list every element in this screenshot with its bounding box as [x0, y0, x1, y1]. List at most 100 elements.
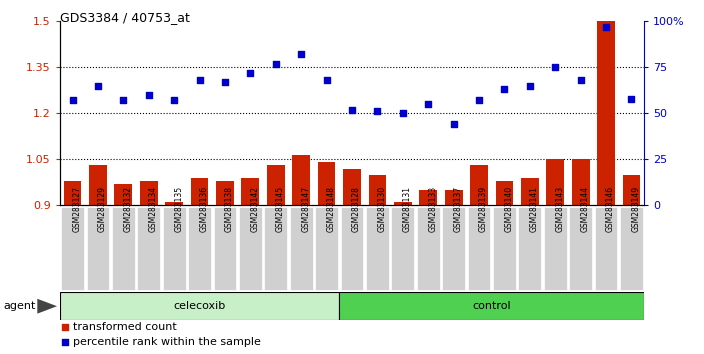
- Point: [92, 83, 103, 88]
- FancyBboxPatch shape: [188, 207, 211, 290]
- Text: control: control: [472, 301, 511, 311]
- Text: GSM283146: GSM283146: [606, 186, 615, 232]
- FancyBboxPatch shape: [315, 207, 338, 290]
- Point: [473, 98, 484, 103]
- Point: [524, 83, 536, 88]
- Text: GSM283141: GSM283141: [530, 186, 539, 232]
- Bar: [318, 162, 336, 205]
- Text: GSM283131: GSM283131: [403, 186, 412, 232]
- Point: [321, 77, 332, 83]
- Text: GSM283136: GSM283136: [199, 186, 208, 232]
- Text: transformed count: transformed count: [73, 321, 177, 332]
- Bar: [394, 202, 412, 205]
- Text: GSM283133: GSM283133: [428, 186, 437, 232]
- Text: GSM283143: GSM283143: [555, 186, 564, 232]
- Bar: [241, 178, 259, 205]
- Bar: [597, 21, 615, 205]
- Point: [59, 324, 70, 329]
- Point: [59, 340, 70, 346]
- Point: [194, 77, 205, 83]
- FancyBboxPatch shape: [112, 207, 134, 290]
- Bar: [216, 181, 234, 205]
- Text: GSM283140: GSM283140: [505, 186, 513, 232]
- Bar: [191, 178, 208, 205]
- Text: GSM283144: GSM283144: [581, 186, 590, 232]
- FancyBboxPatch shape: [518, 207, 541, 290]
- FancyBboxPatch shape: [61, 207, 84, 290]
- Point: [220, 79, 231, 85]
- FancyBboxPatch shape: [163, 207, 186, 290]
- FancyBboxPatch shape: [290, 207, 313, 290]
- Text: GSM283138: GSM283138: [225, 186, 234, 232]
- FancyBboxPatch shape: [543, 207, 567, 290]
- Text: celecoxib: celecoxib: [173, 301, 226, 311]
- Bar: [470, 165, 488, 205]
- Bar: [521, 178, 539, 205]
- Point: [448, 121, 459, 127]
- Bar: [292, 155, 310, 205]
- Point: [601, 24, 612, 30]
- FancyBboxPatch shape: [570, 207, 592, 290]
- Text: GSM283132: GSM283132: [123, 186, 132, 232]
- Bar: [115, 184, 132, 205]
- FancyBboxPatch shape: [366, 207, 389, 290]
- FancyBboxPatch shape: [87, 207, 109, 290]
- Text: GSM283127: GSM283127: [73, 186, 82, 232]
- Text: percentile rank within the sample: percentile rank within the sample: [73, 337, 260, 348]
- Text: GSM283130: GSM283130: [377, 186, 386, 232]
- FancyBboxPatch shape: [213, 207, 237, 290]
- Text: GSM283134: GSM283134: [149, 186, 158, 232]
- Text: GSM283137: GSM283137: [453, 186, 463, 232]
- Text: GSM283147: GSM283147: [301, 186, 310, 232]
- Bar: [165, 202, 183, 205]
- Point: [67, 98, 78, 103]
- Bar: [496, 181, 513, 205]
- FancyBboxPatch shape: [391, 207, 414, 290]
- FancyBboxPatch shape: [341, 207, 363, 290]
- Point: [143, 92, 154, 98]
- FancyBboxPatch shape: [467, 207, 491, 290]
- Text: GSM283128: GSM283128: [352, 186, 361, 232]
- FancyBboxPatch shape: [239, 207, 262, 290]
- Point: [270, 61, 282, 67]
- Point: [626, 96, 637, 101]
- Point: [346, 107, 358, 113]
- Bar: [622, 175, 641, 205]
- FancyBboxPatch shape: [493, 207, 516, 290]
- FancyBboxPatch shape: [442, 207, 465, 290]
- Point: [575, 77, 586, 83]
- Text: GSM283148: GSM283148: [327, 186, 336, 232]
- Point: [397, 110, 408, 116]
- Bar: [63, 181, 82, 205]
- Point: [296, 52, 307, 57]
- Point: [422, 101, 434, 107]
- Text: GSM283149: GSM283149: [631, 186, 641, 232]
- FancyBboxPatch shape: [60, 292, 339, 320]
- Text: agent: agent: [4, 301, 36, 311]
- Bar: [445, 190, 463, 205]
- Point: [118, 98, 129, 103]
- Text: GSM283135: GSM283135: [174, 186, 183, 232]
- FancyBboxPatch shape: [339, 292, 644, 320]
- Bar: [572, 159, 589, 205]
- FancyBboxPatch shape: [265, 207, 287, 290]
- Text: GSM283139: GSM283139: [479, 186, 488, 232]
- Text: GDS3384 / 40753_at: GDS3384 / 40753_at: [60, 11, 189, 24]
- Bar: [140, 181, 158, 205]
- Text: GSM283142: GSM283142: [251, 186, 259, 232]
- Point: [245, 70, 256, 76]
- Bar: [267, 165, 284, 205]
- Bar: [546, 159, 564, 205]
- FancyBboxPatch shape: [620, 207, 643, 290]
- Bar: [343, 169, 361, 205]
- Text: GSM283145: GSM283145: [276, 186, 285, 232]
- FancyBboxPatch shape: [417, 207, 439, 290]
- Point: [499, 86, 510, 92]
- FancyBboxPatch shape: [595, 207, 617, 290]
- Polygon shape: [37, 299, 57, 314]
- FancyBboxPatch shape: [137, 207, 161, 290]
- Point: [550, 64, 561, 70]
- Bar: [89, 165, 107, 205]
- Point: [168, 98, 180, 103]
- Point: [372, 109, 383, 114]
